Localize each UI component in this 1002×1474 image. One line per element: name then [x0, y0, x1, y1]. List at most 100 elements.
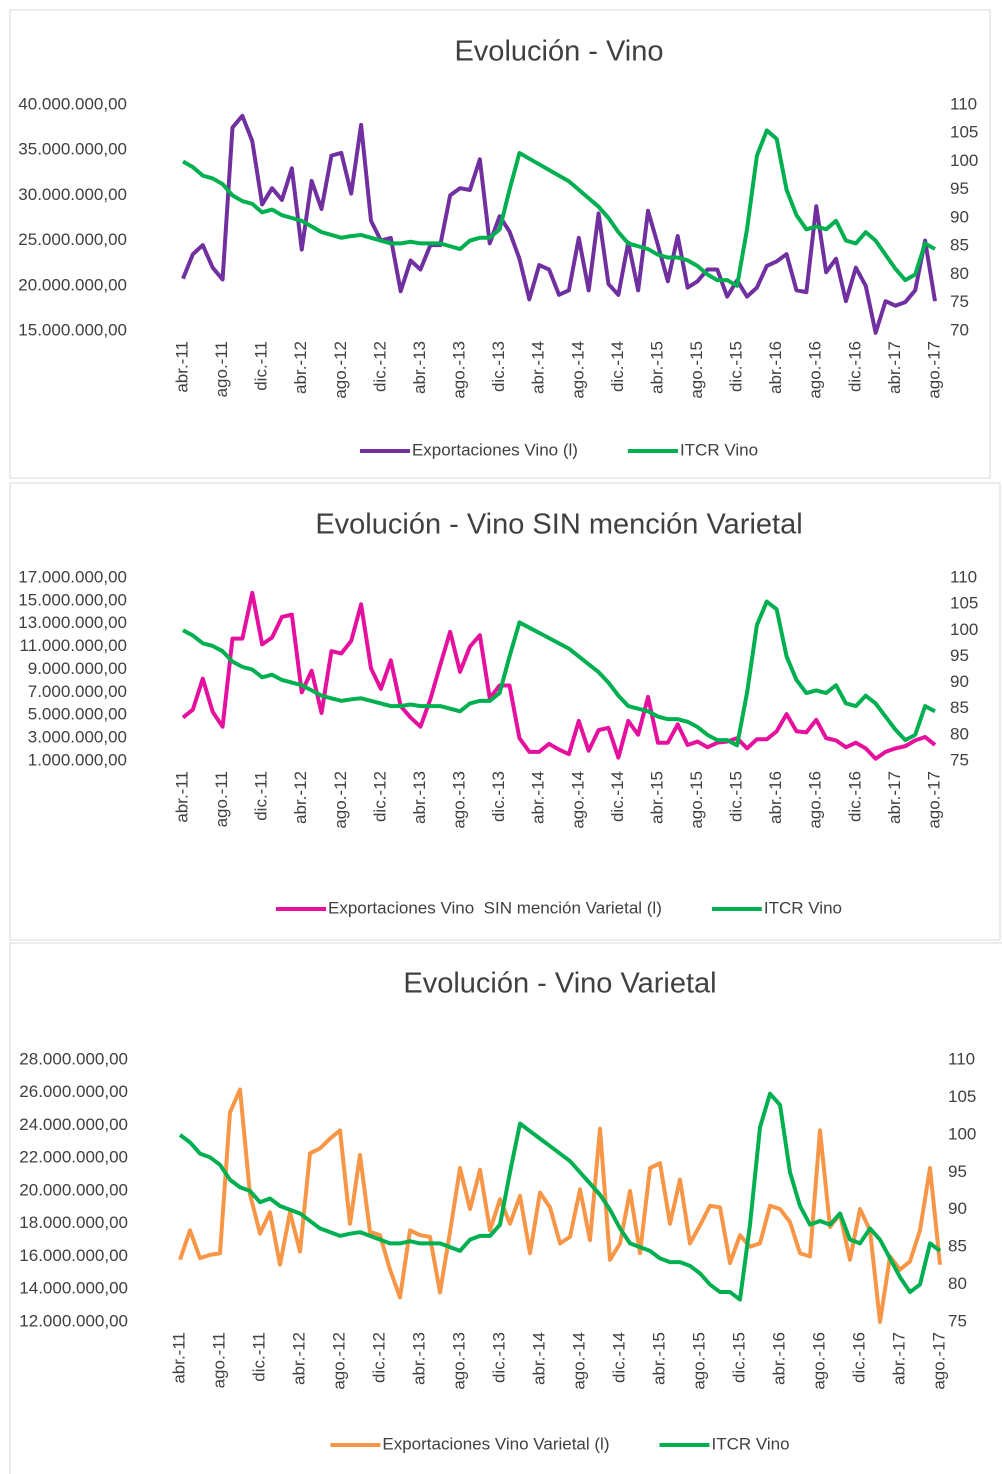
x-tick-label: dic.-14	[608, 771, 627, 822]
y-tick-label: 5.000.000,00	[28, 705, 127, 724]
y2-tick-label: 75	[948, 1311, 967, 1330]
y2-tick-label: 110	[948, 1049, 975, 1068]
x-tick-label: abr.-16	[766, 771, 785, 824]
x-tick-label: ago.-17	[924, 771, 943, 829]
x-tick-label: abr.-17	[885, 771, 904, 824]
y-tick-label: 24.000.000,00	[19, 1115, 128, 1134]
x-tick-label: dic.-12	[370, 341, 389, 392]
y2-tick-label: 100	[948, 1124, 976, 1143]
x-tick-label: ago.-14	[568, 771, 587, 829]
x-tick-label: dic.-13	[489, 1332, 508, 1383]
x-tick-label: dic.-12	[369, 1332, 388, 1383]
x-tick-label: abr.-15	[647, 771, 666, 824]
x-tick-label: dic.-16	[845, 771, 864, 822]
x-tick-label: abr.-14	[529, 1332, 548, 1385]
legend-label: ITCR Vino	[711, 1434, 789, 1453]
x-tick-label: abr.-12	[289, 1332, 308, 1385]
x-tick-label: abr.-15	[649, 1332, 668, 1385]
x-tick-label: ago.-16	[806, 341, 825, 399]
x-tick-label: ago.-13	[449, 1332, 468, 1390]
x-tick-label: dic.-16	[849, 1332, 868, 1383]
y2-tick-label: 105	[948, 1087, 976, 1106]
y-tick-label: 28.000.000,00	[19, 1049, 128, 1068]
series-line	[182, 599, 936, 748]
x-tick-label: ago.-16	[809, 1332, 828, 1390]
legend-label: Exportaciones Vino SIN mención Varietal …	[328, 898, 662, 917]
x-tick-label: dic.-16	[845, 341, 864, 392]
x-tick-label: ago.-16	[806, 771, 825, 829]
y2-tick-label: 80	[948, 1274, 967, 1293]
y-tick-label: 18.000.000,00	[19, 1213, 128, 1232]
x-tick-label: ago.-11	[212, 341, 231, 397]
chart: Evolución - Vino Varietal 12.000.000,00 14…	[9, 942, 1002, 1474]
y2-tick-label: 100	[950, 620, 978, 639]
y2-tick-label: 100	[950, 151, 978, 170]
x-tick-label: dic.-13	[489, 341, 508, 392]
x-tick-label: abr.-12	[291, 771, 310, 824]
x-tick-label: abr.-14	[529, 341, 548, 394]
x-tick-label: ago.-14	[569, 1332, 588, 1390]
x-tick-label: abr.-15	[647, 341, 666, 394]
x-tick-label: abr.-13	[410, 771, 429, 824]
x-tick-label: dic.-11	[252, 341, 271, 391]
x-tick-label: abr.-11	[169, 1332, 188, 1384]
y-tick-label: 15.000.000,00	[18, 590, 127, 609]
y2-tick-label: 105	[950, 123, 978, 142]
y2-tick-label: 90	[950, 672, 969, 691]
y-tick-label: 22.000.000,00	[19, 1148, 128, 1167]
x-tick-label: dic.-13	[489, 771, 508, 822]
x-tick-label: ago.-15	[689, 1332, 708, 1390]
y2-tick-label: 70	[950, 320, 969, 339]
series-line	[178, 1087, 942, 1324]
y-tick-label: 40.000.000,00	[18, 94, 127, 113]
y-tick-label: 13.000.000,00	[18, 613, 127, 632]
x-tick-label: ago.-15	[687, 771, 706, 829]
y-tick-label: 25.000.000,00	[18, 230, 127, 249]
x-tick-label: ago.-12	[331, 341, 350, 399]
y2-tick-label: 95	[950, 179, 969, 198]
y-tick-label: 11.000.000,00	[20, 636, 127, 655]
y2-tick-label: 80	[950, 264, 969, 283]
x-tick-label: ago.-13	[450, 771, 469, 829]
x-tick-label: ago.-14	[568, 341, 587, 399]
x-tick-label: abr.-17	[889, 1332, 908, 1385]
y-tick-label: 3.000.000,00	[28, 728, 127, 747]
y2-tick-label: 85	[950, 236, 969, 255]
y-tick-label: 7.000.000,00	[28, 682, 127, 701]
x-tick-label: abr.-16	[766, 341, 785, 394]
x-tick-label: dic.-11	[249, 1332, 268, 1382]
legend-label: Exportaciones Vino Varietal (l)	[382, 1434, 609, 1453]
x-tick-label: abr.-17	[885, 341, 904, 394]
series-line	[182, 128, 936, 288]
x-tick-label: dic.-14	[609, 1332, 628, 1383]
x-tick-label: ago.-12	[329, 1332, 348, 1390]
x-tick-label: ago.-11	[209, 1332, 228, 1388]
y2-tick-label: 95	[950, 646, 969, 665]
y2-tick-label: 85	[950, 698, 969, 717]
x-tick-label: dic.-15	[727, 341, 746, 392]
chart: Evolución - Vino 15.000.000,00 20.000.000,…	[9, 9, 991, 479]
y-tick-label: 12.000.000,00	[19, 1311, 128, 1330]
x-tick-label: ago.-17	[929, 1332, 948, 1390]
y2-tick-label: 95	[948, 1162, 967, 1181]
chart-frame	[9, 9, 991, 479]
y-tick-label: 30.000.000,00	[18, 185, 127, 204]
x-tick-label: abr.-16	[769, 1332, 788, 1385]
y-tick-label: 20.000.000,00	[19, 1180, 128, 1199]
x-tick-label: abr.-12	[291, 341, 310, 394]
x-tick-label: abr.-14	[529, 771, 548, 824]
x-tick-label: ago.-13	[450, 341, 469, 399]
y2-tick-label: 110	[950, 94, 977, 113]
chart-title: Evolución - Vino	[454, 36, 663, 68]
chart-title: Evolución - Vino Varietal	[403, 968, 716, 1000]
y-tick-label: 1.000.000,00	[28, 750, 127, 769]
legend-label: Exportaciones Vino (l)	[412, 440, 578, 459]
y-tick-label: 15.000.000,00	[18, 320, 127, 339]
x-tick-label: dic.-15	[727, 771, 746, 822]
y2-tick-label: 105	[950, 594, 978, 613]
y-tick-label: 20.000.000,00	[18, 275, 127, 294]
y-tick-label: 9.000.000,00	[28, 659, 127, 678]
series-line	[181, 590, 937, 761]
y-tick-label: 35.000.000,00	[18, 140, 127, 159]
